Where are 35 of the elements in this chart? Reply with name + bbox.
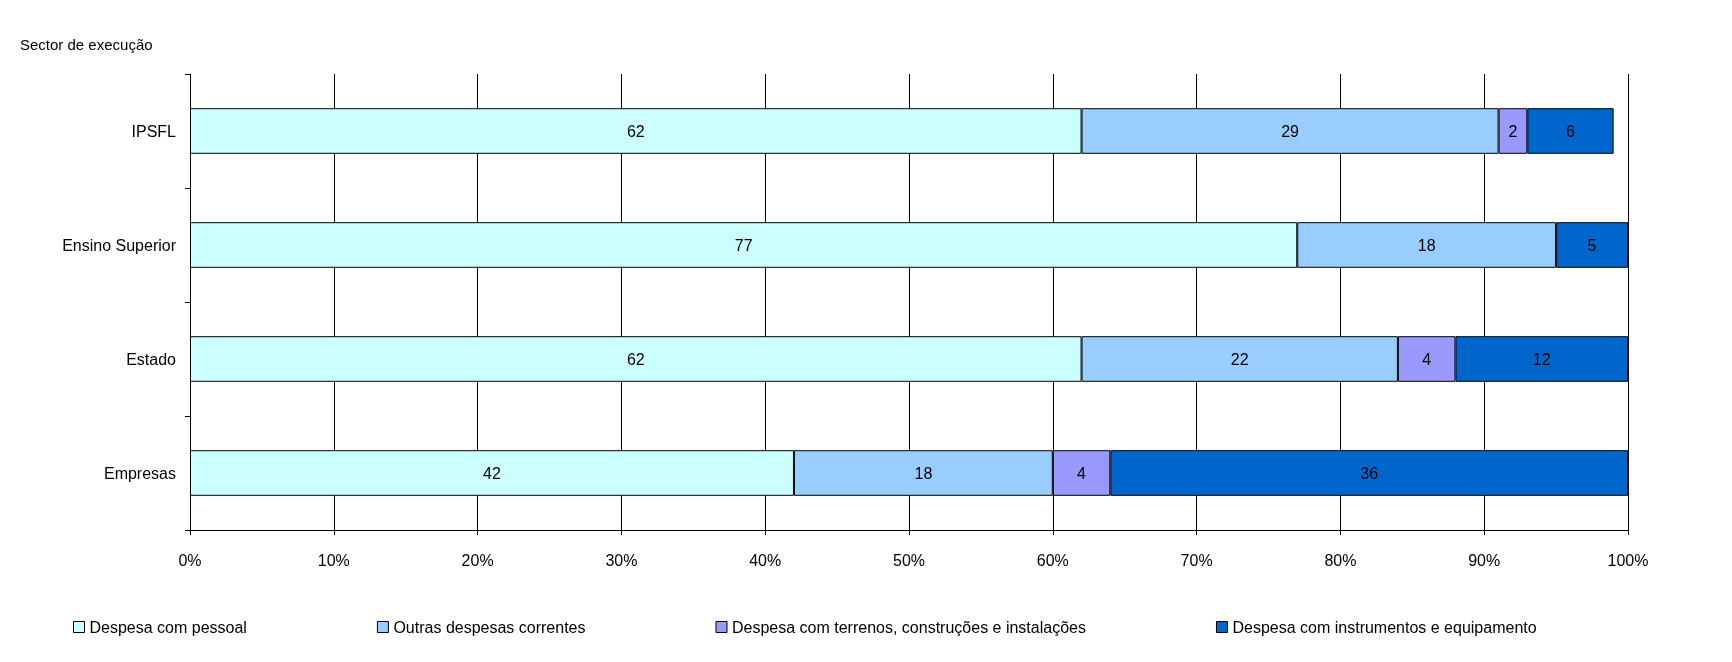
- x-tick-label: 10%: [317, 551, 350, 569]
- data-label: 29: [1281, 122, 1300, 140]
- legend-label: Despesa com instrumentos e equipamento: [1232, 618, 1537, 636]
- x-tick-label: 20%: [461, 551, 494, 569]
- legend-label: Outras despesas correntes: [393, 618, 586, 636]
- data-label: 18: [914, 464, 933, 482]
- data-label: 4: [1422, 350, 1432, 368]
- legend-label: Despesa com terrenos, construções e instalações: [732, 618, 1086, 636]
- data-label: 42: [483, 464, 501, 482]
- data-label: 36: [1360, 464, 1379, 482]
- data-label: 4: [1077, 464, 1087, 482]
- x-tick-label: 60%: [1036, 551, 1069, 569]
- x-tick-label: 50%: [892, 551, 926, 569]
- data-label: 12: [1532, 350, 1551, 368]
- y-axis-title: Sector de execução: [20, 36, 153, 53]
- data-label: 2: [1508, 122, 1518, 140]
- x-tick-label: 90%: [1468, 551, 1501, 569]
- data-label: 62: [626, 122, 645, 140]
- data-label: 62: [626, 350, 645, 368]
- x-tick-label: 70%: [1180, 551, 1213, 569]
- data-label: 18: [1417, 236, 1436, 254]
- y-tick-label: IPSFL: [131, 122, 177, 140]
- y-tick-label: Ensino Superior: [62, 236, 177, 254]
- data-label: 6: [1566, 122, 1576, 140]
- x-tick-label: 100%: [1607, 551, 1649, 569]
- data-label: 22: [1230, 350, 1249, 368]
- x-tick-label: 80%: [1324, 551, 1357, 569]
- data-label: 77: [734, 236, 753, 254]
- y-tick-label: Empresas: [103, 464, 176, 482]
- x-tick-label: 40%: [749, 551, 782, 569]
- y-tick-label: Estado: [126, 350, 177, 368]
- x-tick-label: 0%: [178, 551, 202, 569]
- legend-label: Despesa com pessoal: [89, 618, 247, 636]
- data-label: 5: [1587, 236, 1597, 254]
- x-tick-label: 30%: [605, 551, 638, 569]
